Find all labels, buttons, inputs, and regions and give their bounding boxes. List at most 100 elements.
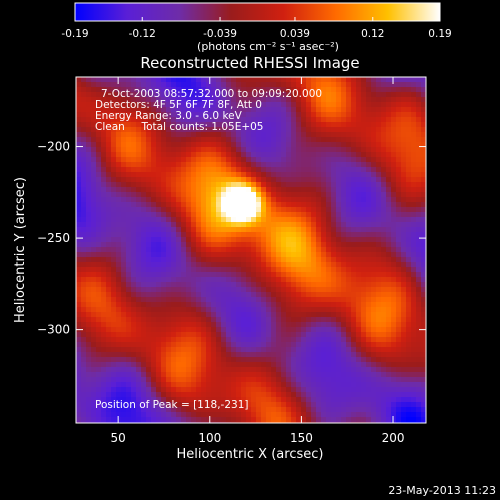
heatmap-cell	[301, 392, 307, 398]
heatmap-cell	[271, 237, 277, 243]
heatmap-cell	[256, 217, 262, 223]
heatmap-cell	[201, 382, 207, 388]
heatmap-cell	[316, 357, 322, 363]
heatmap-cell	[211, 207, 217, 213]
heatmap-cell	[296, 132, 302, 138]
heatmap-cell	[141, 212, 147, 218]
heatmap-cell	[186, 197, 192, 203]
heatmap-cell	[361, 82, 367, 88]
heatmap-cell	[421, 407, 426, 413]
heatmap-cell	[376, 242, 382, 248]
heatmap-cell	[326, 187, 332, 193]
heatmap-cell	[336, 137, 342, 143]
heatmap-cell	[116, 147, 122, 153]
heatmap-cell	[181, 187, 187, 193]
heatmap-cell	[231, 292, 237, 298]
heatmap-cell	[221, 202, 227, 208]
heatmap-cell	[306, 147, 312, 153]
heatmap-cell	[86, 247, 92, 253]
heatmap-cell	[386, 352, 392, 358]
heatmap-cell	[366, 282, 372, 288]
heatmap-cell	[76, 152, 82, 158]
heatmap-cell	[271, 302, 277, 308]
heatmap-cell	[186, 177, 192, 183]
heatmap-cell	[356, 92, 362, 98]
heatmap-cell	[261, 177, 267, 183]
heatmap-cell	[336, 302, 342, 308]
heatmap-cell	[221, 287, 227, 293]
heatmap-cell	[266, 312, 272, 318]
heatmap-cell	[271, 287, 277, 293]
heatmap-cell	[371, 242, 377, 248]
heatmap-cell	[136, 352, 142, 358]
heatmap-cell	[141, 362, 147, 368]
heatmap-cell	[86, 282, 92, 288]
heatmap-cell	[396, 292, 402, 298]
heatmap-cell	[111, 237, 117, 243]
heatmap-cell	[246, 82, 252, 88]
heatmap-cell	[281, 387, 287, 393]
heatmap-cell	[76, 132, 82, 138]
heatmap-cell	[271, 182, 277, 188]
heatmap-cell	[366, 367, 372, 373]
heatmap-cell	[411, 202, 417, 208]
heatmap-cell	[211, 107, 217, 113]
heatmap-cell	[236, 357, 242, 363]
heatmap-cell	[266, 147, 272, 153]
heatmap-cell	[401, 387, 407, 393]
heatmap-cell	[171, 182, 177, 188]
heatmap-cell	[106, 277, 112, 283]
heatmap-cell	[166, 297, 172, 303]
heatmap-cell	[161, 162, 167, 168]
heatmap-cell	[146, 352, 152, 358]
heatmap-cell	[251, 167, 257, 173]
heatmap-cell	[271, 107, 277, 113]
heatmap-cell	[196, 192, 202, 198]
heatmap-cell	[376, 352, 382, 358]
heatmap-cell	[231, 317, 237, 323]
heatmap-cell	[101, 312, 107, 318]
heatmap-cell	[76, 207, 82, 213]
heatmap-cell	[301, 397, 307, 403]
heatmap-cell	[136, 222, 142, 228]
heatmap-cell	[201, 87, 207, 93]
heatmap-cell	[91, 267, 97, 273]
heatmap-cell	[411, 192, 417, 198]
heatmap-cell	[261, 347, 267, 353]
heatmap-cell	[196, 187, 202, 193]
heatmap-cell	[181, 177, 187, 183]
heatmap-cell	[116, 317, 122, 323]
heatmap-cell	[261, 242, 267, 248]
heatmap-cell	[391, 317, 397, 323]
heatmap-cell	[81, 202, 87, 208]
heatmap-cell	[206, 147, 212, 153]
heatmap-cell	[96, 377, 102, 383]
heatmap-cell	[76, 397, 82, 403]
heatmap-cell	[181, 147, 187, 153]
heatmap-cell	[231, 107, 237, 113]
heatmap-cell	[326, 407, 332, 413]
heatmap-cell	[101, 242, 107, 248]
heatmap-cell	[341, 342, 347, 348]
heatmap-cell	[186, 147, 192, 153]
heatmap-cell	[81, 287, 87, 293]
heatmap-cell	[181, 377, 187, 383]
heatmap-cell	[366, 157, 372, 163]
heatmap-cell	[341, 262, 347, 268]
heatmap-cell	[276, 272, 282, 278]
heatmap-cell	[381, 387, 387, 393]
heatmap-cell	[351, 237, 357, 243]
heatmap-cell	[346, 282, 352, 288]
heatmap-cell	[126, 257, 132, 263]
heatmap-cell	[141, 87, 147, 93]
heatmap-cell	[221, 237, 227, 243]
heatmap-cell	[206, 352, 212, 358]
heatmap-cell	[116, 407, 122, 413]
heatmap-cell	[301, 387, 307, 393]
heatmap-cell	[126, 117, 132, 123]
heatmap-cell	[191, 122, 197, 128]
heatmap-cell	[376, 357, 382, 363]
heatmap-cell	[196, 402, 202, 408]
heatmap-cell	[141, 152, 147, 158]
heatmap-cell	[296, 407, 302, 413]
